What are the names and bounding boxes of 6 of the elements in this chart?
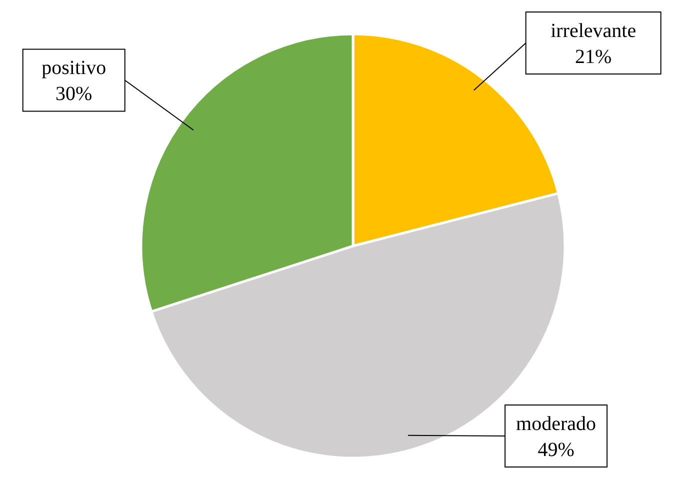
data-label: 49% [538, 439, 574, 461]
data-label: 21% [575, 46, 612, 68]
slice-label: moderado [516, 413, 596, 435]
slice-label: positivo [42, 57, 106, 80]
data-label: 30% [56, 83, 92, 106]
slice-label: irrelevante [550, 20, 636, 42]
